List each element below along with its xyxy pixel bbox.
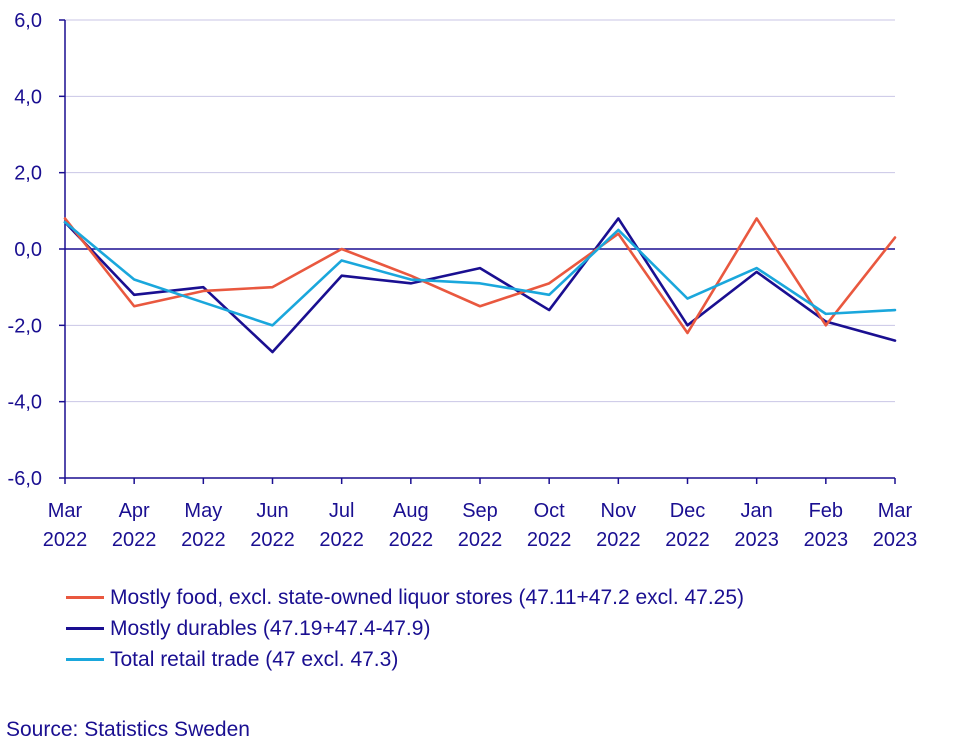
x-tick-label-year: 2022 (458, 529, 503, 551)
x-tick-label: Dec (670, 500, 706, 522)
y-tick-label: 6,0 (14, 10, 42, 32)
series-line-1 (63, 217, 897, 354)
x-tick-label: Jul (329, 500, 355, 522)
legend-swatch-food (66, 596, 104, 599)
x-tick-label-year: 2023 (873, 529, 918, 551)
x-tick-label-year: 2022 (250, 529, 295, 551)
x-tick-label: May (184, 500, 222, 522)
x-tick-label: Feb (809, 500, 843, 522)
legend-label-total: Total retail trade (47 excl. 47.3) (110, 647, 399, 671)
x-tick-label: Apr (119, 500, 150, 522)
x-tick-label-year: 2022 (596, 529, 641, 551)
y-tick-labels: 6,0 4,0 2,0 0,0 -2,0 -4,0 -6,0 (8, 10, 42, 490)
legend-item-food: Mostly food, excl. state-owned liquor st… (66, 582, 744, 613)
x-tick-label: Jun (256, 500, 288, 522)
x-tick-label-year: 2023 (804, 529, 849, 551)
legend-item-durables: Mostly durables (47.19+47.4-47.9) (66, 613, 744, 644)
x-tick-label: Oct (534, 500, 566, 522)
legend: Mostly food, excl. state-owned liquor st… (66, 582, 744, 675)
x-tick-labels: Mar 2022 Apr 2022 May 2022 Jun 2022 Jul 2022 Aug 20… (43, 500, 918, 551)
x-tick-label-year: 2022 (43, 529, 88, 551)
y-tick-label: 4,0 (14, 86, 42, 108)
grid-lines (65, 19, 895, 403)
axes (59, 19, 896, 484)
x-tick-label: Mar (48, 500, 83, 522)
legend-swatch-durables (66, 627, 104, 630)
x-tick-label: Aug (393, 500, 429, 522)
x-tick-label: Nov (601, 500, 637, 522)
legend-label-durables: Mostly durables (47.19+47.4-47.9) (110, 616, 431, 640)
x-tick-label: Jan (741, 500, 773, 522)
legend-label-food: Mostly food, excl. state-owned liquor st… (110, 585, 745, 609)
x-tick-label-year: 2022 (665, 529, 710, 551)
y-tick-label: 0,0 (14, 239, 42, 261)
x-tick-label: Mar (878, 500, 913, 522)
x-tick-label-year: 2022 (389, 529, 434, 551)
x-tick-label-year: 2022 (181, 529, 226, 551)
series-line-2 (63, 220, 897, 327)
y-tick-label: 2,0 (14, 163, 42, 185)
source-note: Source: Statistics Sweden (6, 718, 250, 741)
series-lines (63, 217, 897, 354)
y-tick-label: -6,0 (8, 468, 42, 490)
y-tick-label: -2,0 (8, 315, 42, 337)
x-tick-label: Sep (462, 500, 498, 522)
series-line-0 (63, 217, 897, 335)
x-tick-label-year: 2022 (112, 529, 157, 551)
x-tick-label-year: 2022 (319, 529, 364, 551)
line-chart: 6,04,02,00,0-2,0-4,0-6,0 Mar2022Apr2022M… (8, 10, 918, 551)
legend-swatch-total (66, 658, 104, 661)
legend-item-total: Total retail trade (47 excl. 47.3) (66, 644, 744, 675)
x-tick-label-year: 2023 (734, 529, 779, 551)
y-tick-label: -4,0 (8, 392, 42, 414)
x-tick-label-year: 2022 (527, 529, 572, 551)
